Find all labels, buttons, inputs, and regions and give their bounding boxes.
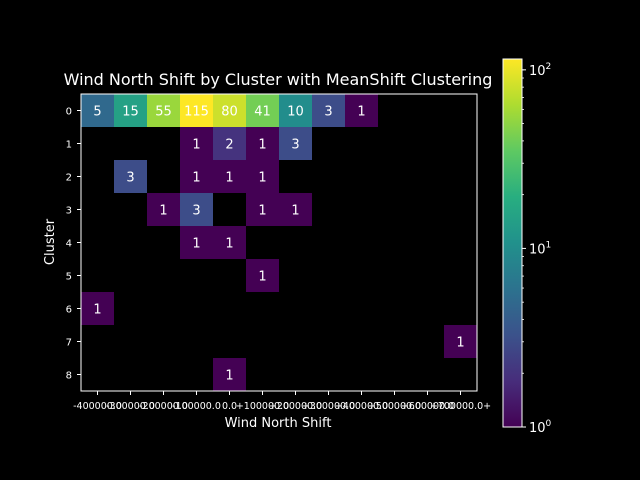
x-tick-label: +400000.0 xyxy=(335,401,388,412)
heatmap-cell xyxy=(246,127,279,160)
cell-value-label: 1 xyxy=(258,270,266,285)
heatmap-cell xyxy=(312,94,345,127)
heatmap-cell xyxy=(279,94,312,127)
heatmap-cell xyxy=(213,358,246,391)
cell-value-label: 1 xyxy=(225,171,233,186)
heatmap-cell xyxy=(279,193,312,226)
cell-value-label: 1 xyxy=(192,138,200,153)
y-tick-label: 8 xyxy=(66,371,72,382)
heatmap-cell xyxy=(213,226,246,259)
cell-value-label: 2 xyxy=(225,138,233,153)
cell-value-label: 80 xyxy=(221,105,238,120)
y-tick-label: 0 xyxy=(66,107,72,118)
heatmap-cell xyxy=(147,94,180,127)
x-tick-label: +600000.0 xyxy=(401,401,454,412)
colorbar-tick-label: 101 xyxy=(529,240,551,257)
chart-title: Wind North Shift by Cluster with MeanShi… xyxy=(64,70,493,89)
cell-value-label: 3 xyxy=(192,204,200,219)
cell-value-label: 3 xyxy=(324,105,332,120)
heatmap-cell xyxy=(213,127,246,160)
x-tick-label: -300000.0 xyxy=(106,401,155,412)
heatmap-cell xyxy=(180,127,213,160)
colorbar: 100 101 102 xyxy=(502,58,552,436)
x-tick-label: +700000.0+ xyxy=(430,401,491,412)
y-axis: 0 1 2 3 4 5 6 7 8 xyxy=(66,107,81,382)
cell-value-label: 1 xyxy=(225,369,233,384)
y-tick-label: 1 xyxy=(66,140,72,151)
cell-value-label: 3 xyxy=(291,138,299,153)
colorbar-gradient xyxy=(502,58,523,428)
heatmap-cell xyxy=(246,94,279,127)
colorbar-tick-label: 102 xyxy=(529,62,551,79)
heatmap-cell xyxy=(114,94,147,127)
cell-value-label: 1 xyxy=(159,204,167,219)
cell-value-label: 1 xyxy=(192,237,200,252)
cell-value-label: 1 xyxy=(258,204,266,219)
y-tick-label: 4 xyxy=(66,239,72,250)
heatmap-cell xyxy=(444,325,477,358)
cell-value-label: 1 xyxy=(93,303,101,318)
y-tick-label: 6 xyxy=(66,305,72,316)
cell-value-label: 1 xyxy=(258,171,266,186)
cell-value-label: 1 xyxy=(357,105,365,120)
x-tick-label: +300000.0 xyxy=(302,401,355,412)
y-axis-label: Cluster xyxy=(43,218,58,265)
heatmap-cell xyxy=(147,193,180,226)
x-tick-label: +200000.0 xyxy=(269,401,322,412)
heatmap-cell xyxy=(279,127,312,160)
cell-value-label: 115 xyxy=(184,105,209,120)
heatmap-cell xyxy=(246,193,279,226)
x-tick-label: +500000.0 xyxy=(368,401,421,412)
x-tick-label: -400000.0 xyxy=(73,401,122,412)
heatmap-cell xyxy=(345,94,378,127)
cell-value-label: 3 xyxy=(126,171,134,186)
y-tick-label: 5 xyxy=(66,272,72,283)
heatmap-cell xyxy=(213,94,246,127)
heatmap-cell xyxy=(81,292,114,325)
cell-value-label: 55 xyxy=(155,105,172,120)
cell-value-label: 1 xyxy=(456,336,464,351)
heatmap-cell xyxy=(180,226,213,259)
heatmap-cell xyxy=(213,160,246,193)
heatmap-cell xyxy=(180,94,213,127)
heatmap-cell xyxy=(81,94,114,127)
cell-value-label: 1 xyxy=(258,138,266,153)
cell-value-label: 5 xyxy=(93,105,101,120)
cell-value-label: 1 xyxy=(192,171,200,186)
heatmap-cell xyxy=(246,160,279,193)
y-tick-label: 2 xyxy=(66,173,72,184)
heatmap-cell xyxy=(114,160,147,193)
cell-value-label: 10 xyxy=(287,105,304,120)
heatmap-cell xyxy=(180,160,213,193)
cell-value-label: 15 xyxy=(122,105,139,120)
x-tick-label: -200000.0 xyxy=(139,401,188,412)
plot-area: 5 15 55 115 80 41 10 3 1 1 2 1 3 3 1 1 1 1 3 1 1 1 1 1 1 1 1 xyxy=(80,93,478,392)
x-axis-label: Wind North Shift xyxy=(225,416,332,431)
cell-value-label: 1 xyxy=(291,204,299,219)
cell-value-label: 1 xyxy=(225,237,233,252)
y-tick-label: 7 xyxy=(66,338,72,349)
heatmap-cell xyxy=(246,259,279,292)
x-tick-label: 0.0 xyxy=(222,401,237,412)
y-tick-label: 3 xyxy=(66,206,72,217)
x-tick-label: +100000.0 xyxy=(236,401,289,412)
colorbar-tick-label: 100 xyxy=(529,419,552,436)
x-axis: -400000.0-300000.0-200000.0-100000.0 0.0+… xyxy=(73,391,491,412)
heatmap-cell xyxy=(180,193,213,226)
x-tick-label: -100000.0 xyxy=(172,401,221,412)
cell-value-label: 41 xyxy=(254,105,271,120)
